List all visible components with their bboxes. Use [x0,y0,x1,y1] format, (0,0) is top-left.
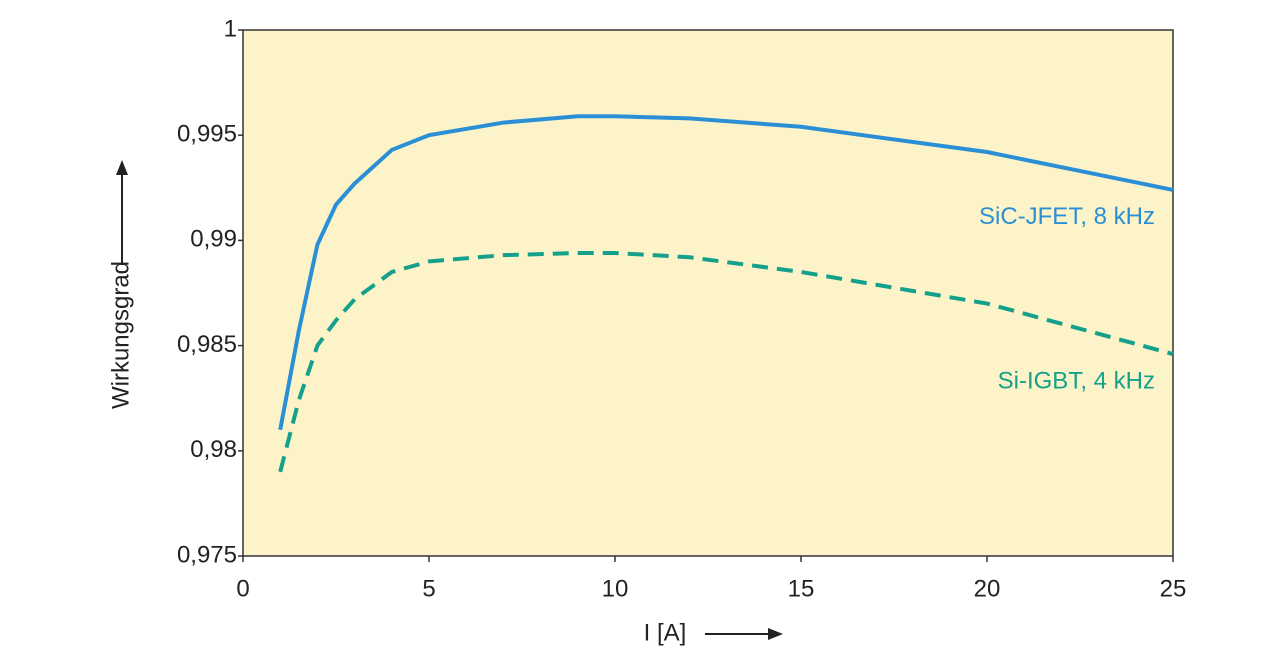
y-tick-label: 0,995 [177,121,237,148]
x-tick-label: 15 [788,575,815,602]
x-tick-label: 0 [236,575,249,602]
x-tick-label: 25 [1160,575,1187,602]
plot-area [242,29,1174,557]
y-tick-label: 0,98 [190,436,237,463]
series-line [278,114,1174,431]
y-axis-label: Wirkungsgrad [107,261,134,409]
x-tick-label: 20 [974,575,1001,602]
x-axis-label: I [A] [644,619,687,646]
series-label: SiC-JFET, 8 kHz [979,203,1155,230]
x-arrow-head [768,628,783,640]
series-line [278,251,1174,473]
marks [278,114,1174,473]
y-tick-label: 0,975 [177,541,237,568]
y-tick-label: 1 [224,15,237,42]
series-label: Si-IGBT, 4 kHz [998,367,1155,394]
x-tick-label: 5 [422,575,435,602]
x-tick-label: 10 [602,575,629,602]
y-tick-label: 0,985 [177,331,237,358]
y-arrow-head [116,160,128,175]
y-tick-label: 0,99 [190,226,237,253]
